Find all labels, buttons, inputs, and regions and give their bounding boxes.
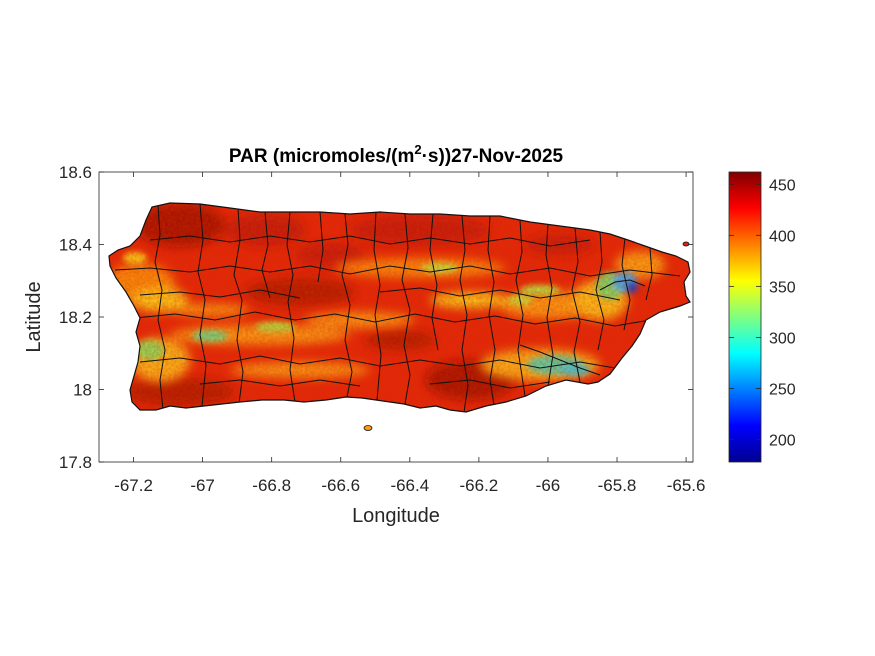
colorbar-tick-label: 250 <box>769 381 796 398</box>
y-axis-ticks: 17.8 18 18.2 18.4 18.6 <box>59 163 693 472</box>
y-tick-label: 17.8 <box>59 453 92 472</box>
x-tick-label: -67 <box>190 476 215 495</box>
colorbar-ticks: 200 250 300 350 400 450 <box>729 177 796 450</box>
y-tick-label: 18.6 <box>59 163 92 182</box>
small-island-mona <box>363 425 373 431</box>
x-tick-label: -66.6 <box>321 476 360 495</box>
chart-title: PAR (micromoles/(m2·s))27-Nov-2025 <box>229 142 564 167</box>
par-heatmap <box>109 203 690 412</box>
municipality-boundaries <box>114 203 681 412</box>
x-tick-label: -65.8 <box>598 476 637 495</box>
x-tick-label: -66.4 <box>390 476 429 495</box>
colorbar-tick-label: 450 <box>769 177 796 194</box>
colorbar-tick-label: 300 <box>769 330 796 347</box>
colorbar-tick-label: 200 <box>769 433 796 450</box>
x-axis-label: Longitude <box>352 505 440 527</box>
colorbar-tick-label: 400 <box>769 228 796 245</box>
y-axis-label: Latitude <box>23 281 45 352</box>
colorbar <box>728 171 762 463</box>
y-tick-label: 18.4 <box>59 236 92 255</box>
x-tick-label: -67.2 <box>114 476 153 495</box>
y-tick-label: 18 <box>73 381 92 400</box>
x-axis-ticks: -67.2 -67 -66.8 -66.6 -66.4 -66.2 -66 -65.8 -65.… <box>114 172 705 495</box>
x-tick-label: -66.2 <box>460 476 499 495</box>
y-tick-label: 18.2 <box>59 308 92 327</box>
x-tick-label: -66.8 <box>252 476 291 495</box>
x-tick-label: -65.6 <box>667 476 706 495</box>
small-island-culebra <box>682 241 690 247</box>
x-tick-label: -66 <box>536 476 561 495</box>
colorbar-tick-label: 350 <box>769 279 796 296</box>
